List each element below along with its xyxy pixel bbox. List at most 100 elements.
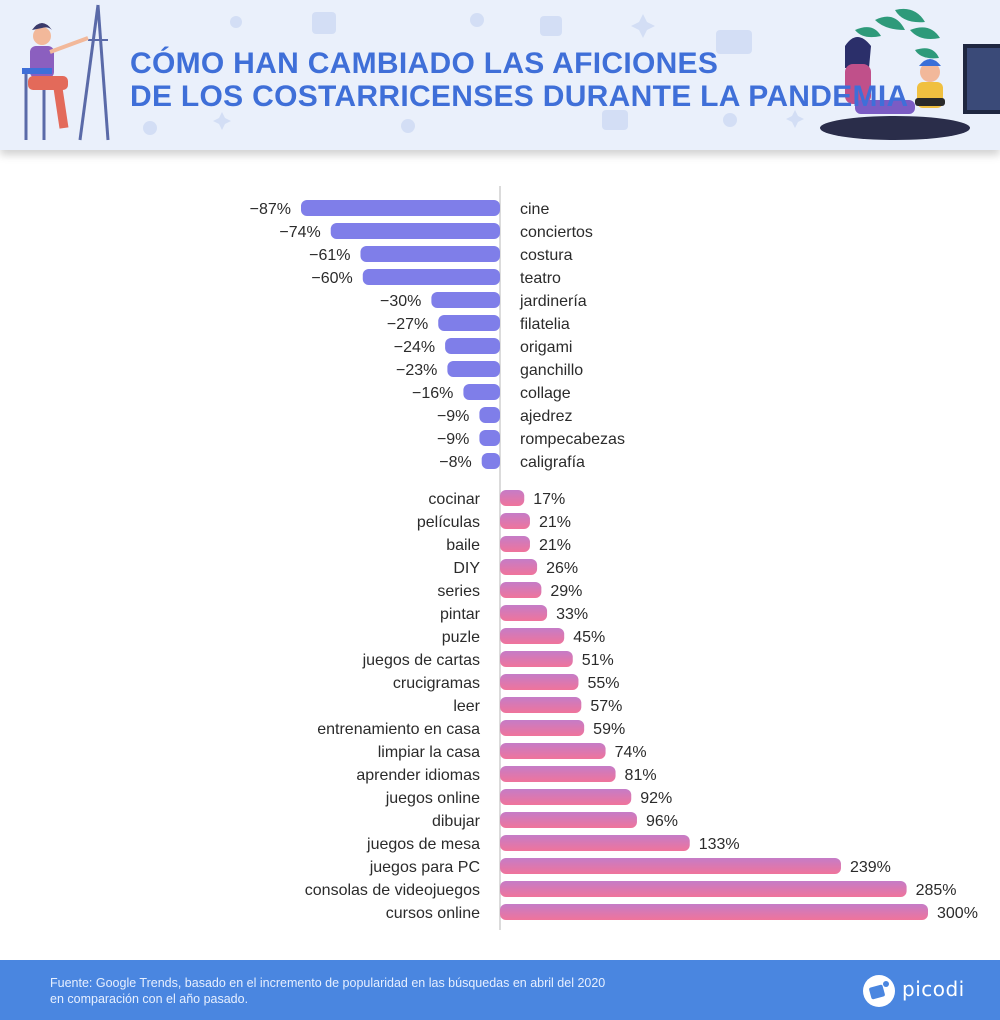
painter-illustration-icon: [22, 4, 110, 141]
category-label: caligrafía: [520, 454, 585, 471]
category-label: limpiar la casa: [378, 744, 480, 761]
value-label: 285%: [916, 882, 957, 899]
category-label: pintar: [440, 606, 481, 623]
category-label: dibujar: [432, 813, 481, 830]
category-label: leer: [453, 698, 480, 715]
header-background-decorations-icon: [143, 12, 804, 135]
value-label: 81%: [625, 767, 657, 784]
header: CÓMO HAN CAMBIADO LAS AFICIONES DE LOS C…: [0, 0, 1000, 150]
bar-consolas-de-videojuegos: [500, 881, 907, 897]
bar-filatelia: [438, 315, 500, 331]
value-label: −27%: [387, 316, 428, 333]
bar-películas: [500, 513, 530, 529]
value-label: 300%: [937, 905, 978, 922]
value-label: −8%: [439, 454, 471, 471]
category-label: jardinería: [519, 293, 587, 310]
category-label: DIY: [453, 560, 480, 577]
value-label: 33%: [556, 606, 588, 623]
value-label: −30%: [380, 293, 421, 310]
value-label: 21%: [539, 537, 571, 554]
picodi-logo: picodi: [860, 970, 980, 1010]
bar-DIY: [500, 559, 538, 575]
category-label: puzle: [442, 629, 480, 646]
value-label: 59%: [593, 721, 625, 738]
bar-teatro: [362, 269, 500, 285]
bar-entrenamiento-en-casa: [500, 720, 585, 736]
value-label: 21%: [539, 514, 571, 531]
value-label: −61%: [309, 247, 350, 264]
source-line-2: en comparación con el año pasado.: [50, 992, 249, 1006]
category-label: cursos online: [386, 905, 480, 922]
category-label: juegos de mesa: [366, 836, 480, 853]
bar-origami: [445, 338, 500, 354]
bar-jardinería: [431, 292, 500, 308]
category-label: teatro: [520, 270, 561, 287]
bar-dibujar: [500, 812, 637, 828]
bar-series: [500, 582, 542, 598]
bar-juegos-de-mesa: [500, 835, 690, 851]
category-label: costura: [520, 247, 573, 264]
value-label: 51%: [582, 652, 614, 669]
bar-juegos-online: [500, 789, 632, 805]
bar-limpiar-la-casa: [500, 743, 606, 759]
category-label: juegos online: [385, 790, 480, 807]
bar-cursos-online: [500, 904, 928, 920]
value-label: 239%: [850, 859, 891, 876]
value-label: −16%: [412, 385, 453, 402]
value-label: 74%: [615, 744, 647, 761]
value-label: −9%: [437, 408, 469, 425]
bar-cocinar: [500, 490, 525, 506]
category-label: rompecabezas: [520, 431, 625, 448]
picodi-logo-icon: [863, 975, 895, 1007]
value-label: 57%: [590, 698, 622, 715]
value-label: −9%: [437, 431, 469, 448]
source-line-1: Fuente: Google Trends, basado en el incr…: [50, 976, 606, 990]
category-label: series: [437, 583, 480, 600]
category-label: crucigramas: [393, 675, 480, 692]
bar-aprender-idiomas: [500, 766, 616, 782]
category-label: juegos para PC: [369, 859, 480, 876]
bar-crucigramas: [500, 674, 579, 690]
bar-juegos-para-PC: [500, 858, 841, 874]
picodi-brand-name: picodi: [902, 977, 965, 1001]
category-label: aprender idiomas: [356, 767, 480, 784]
bar-juegos-de-cartas: [500, 651, 573, 667]
category-label: entrenamiento en casa: [317, 721, 480, 738]
value-label: 55%: [587, 675, 619, 692]
value-label: −24%: [394, 339, 435, 356]
category-label: conciertos: [520, 224, 593, 241]
bar-rompecabezas: [479, 430, 500, 446]
bar-ajedrez: [479, 407, 500, 423]
category-label: cine: [520, 201, 549, 218]
category-label: origami: [520, 339, 572, 356]
bar-conciertos: [330, 223, 500, 239]
category-label: collage: [520, 385, 571, 402]
title-line-2: DE LOS COSTARRICENSES DURANTE LA PANDEMI…: [130, 80, 909, 113]
value-label: 92%: [640, 790, 672, 807]
footer: Fuente: Google Trends, basado en el incr…: [0, 960, 1000, 1020]
value-label: −60%: [311, 270, 352, 287]
category-label: consolas de videojuegos: [305, 882, 480, 899]
bar-pintar: [500, 605, 548, 621]
category-label: ganchillo: [520, 362, 583, 379]
bar-cine: [301, 200, 500, 216]
bar-caligrafía: [481, 453, 500, 469]
category-label: filatelia: [520, 316, 570, 333]
family-gaming-illustration-icon: [820, 8, 1000, 140]
category-label: películas: [417, 514, 480, 531]
value-label: 45%: [573, 629, 605, 646]
bar-collage: [463, 384, 500, 400]
category-label: baile: [446, 537, 480, 554]
title-line-1: CÓMO HAN CAMBIADO LAS AFICIONES: [130, 47, 719, 80]
hobbies-bar-chart: cine −87% conciertos −74% costura −61% teatro −…: [250, 186, 978, 930]
bar-baile: [500, 536, 530, 552]
bar-leer: [500, 697, 582, 713]
value-label: 26%: [546, 560, 578, 577]
value-label: 29%: [550, 583, 582, 600]
bar-ganchillo: [447, 361, 500, 377]
bar-costura: [360, 246, 500, 262]
value-label: 17%: [533, 491, 565, 508]
category-label: cocinar: [428, 491, 480, 508]
value-label: 96%: [646, 813, 678, 830]
value-label: 133%: [699, 836, 740, 853]
